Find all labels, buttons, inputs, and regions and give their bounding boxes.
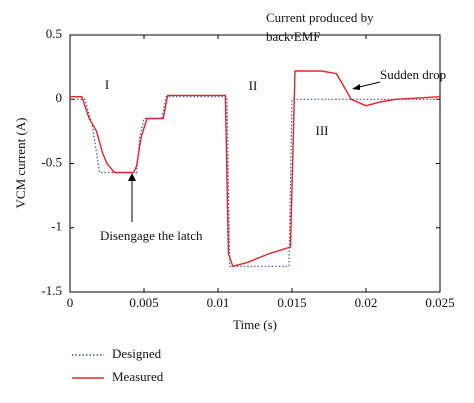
x-tick-label: 0.01 — [207, 295, 230, 310]
arrowhead — [128, 173, 136, 181]
y-tick-label: -1.5 — [41, 283, 62, 298]
annotation: III — [316, 123, 329, 138]
y-tick-label: 0 — [56, 90, 63, 105]
x-axis-label: Time (s) — [233, 317, 277, 332]
x-tick-label: 0.02 — [355, 295, 378, 310]
legend-label: Designed — [112, 346, 162, 361]
y-tick-label: 0.5 — [46, 26, 62, 41]
x-tick-label: 0.025 — [425, 295, 454, 310]
annotation: back EMF — [266, 29, 321, 44]
y-tick-label: -0.5 — [41, 154, 62, 169]
annotation: Sudden drop — [380, 67, 446, 82]
annotation: II — [249, 78, 258, 93]
y-axis-label: VCM current (A) — [13, 118, 28, 209]
annotation: Current produced by — [266, 10, 374, 25]
annotation: I — [105, 77, 109, 92]
legend-label: Measured — [112, 369, 164, 384]
y-tick-label: -1 — [51, 219, 62, 234]
annotation: Disengage the latch — [100, 228, 203, 243]
arrowhead — [352, 84, 360, 90]
x-tick-label: 0 — [67, 295, 74, 310]
series-line — [70, 70, 441, 268]
x-tick-label: 0.015 — [277, 295, 306, 310]
x-tick-label: 0.005 — [129, 295, 158, 310]
